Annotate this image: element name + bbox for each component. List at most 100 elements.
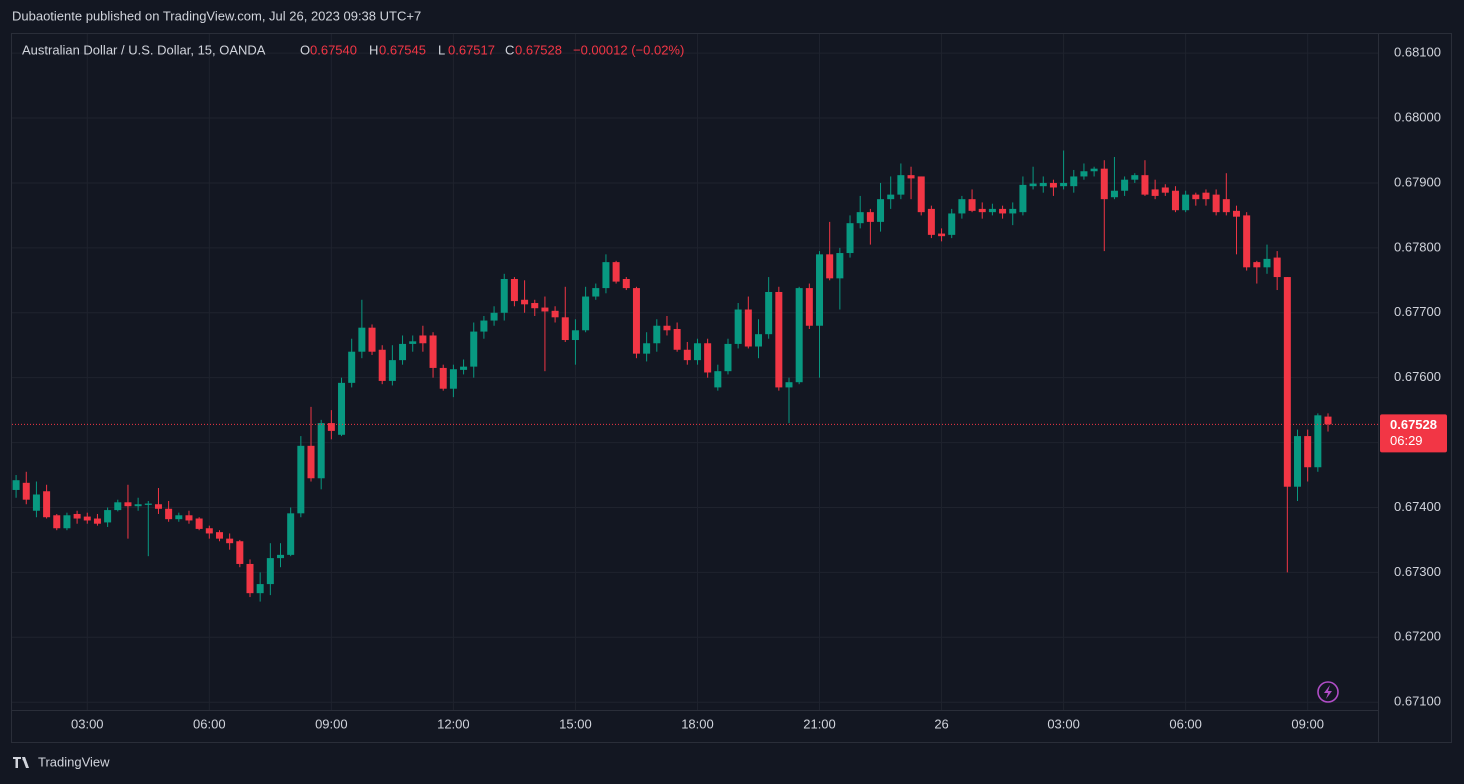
- candle-body: [1182, 194, 1190, 211]
- candle-body: [510, 279, 518, 302]
- candle-body: [704, 343, 712, 373]
- candle-body: [195, 518, 203, 529]
- candle-body: [480, 320, 488, 332]
- legend-key: H: [369, 42, 378, 57]
- y-tick-label: 0.67900: [1394, 174, 1441, 189]
- candle-body: [277, 554, 285, 559]
- candle-body: [1070, 176, 1078, 187]
- candle-body: [338, 382, 346, 435]
- candle-body: [765, 291, 773, 335]
- y-tick-label: 0.67400: [1394, 499, 1441, 514]
- last-price-badge: [1380, 414, 1447, 453]
- candle-body: [1192, 194, 1200, 200]
- x-tick-label: 09:00: [1291, 716, 1324, 731]
- x-tick-label: 26: [934, 716, 948, 731]
- candle-body: [266, 558, 274, 585]
- candle-body: [1161, 187, 1169, 193]
- x-tick-label: 03:00: [71, 716, 104, 731]
- candle-body: [1283, 277, 1291, 487]
- candle-body: [785, 382, 793, 388]
- candle-body: [673, 328, 681, 350]
- legend-key: C: [505, 42, 514, 57]
- y-tick-label: 0.67300: [1394, 564, 1441, 579]
- x-tick-label: 09:00: [315, 716, 348, 731]
- candle-body: [734, 309, 742, 344]
- candle-body: [1090, 168, 1098, 172]
- candle-body: [12, 480, 20, 490]
- candle-body: [419, 335, 427, 344]
- x-tick-label: 12:00: [437, 716, 470, 731]
- candle-body: [256, 584, 264, 594]
- y-tick-label: 0.67200: [1394, 629, 1441, 644]
- candle-body: [1232, 210, 1240, 217]
- candle-body: [805, 288, 813, 326]
- candle-body: [836, 253, 844, 279]
- footer-brand: TradingView: [38, 754, 110, 769]
- candle-body: [1314, 415, 1322, 468]
- candle-body: [775, 291, 783, 388]
- candle-body: [948, 213, 956, 235]
- candle-body: [1273, 257, 1281, 278]
- y-tick-label: 0.68000: [1394, 109, 1441, 124]
- candle-body: [999, 208, 1007, 214]
- candle-body: [1263, 258, 1271, 268]
- candle-body: [83, 516, 91, 521]
- candle-body: [1121, 179, 1129, 191]
- candle-body: [1100, 168, 1108, 200]
- candle-body: [154, 504, 162, 509]
- countdown-label: 06:29: [1390, 433, 1423, 448]
- lightning-icon[interactable]: [1317, 681, 1339, 703]
- candle-body: [53, 515, 61, 529]
- candle-body: [968, 199, 976, 211]
- candle-body: [1202, 192, 1210, 200]
- candle-body: [490, 312, 498, 321]
- candle-body: [602, 262, 610, 289]
- candle-body: [22, 482, 30, 500]
- candle-body: [1039, 182, 1047, 187]
- candle-body: [226, 538, 234, 544]
- x-tick-label: 06:00: [1169, 716, 1202, 731]
- x-tick-label: 06:00: [193, 716, 226, 731]
- candle-body: [470, 331, 478, 367]
- x-tick-label: 18:00: [681, 716, 714, 731]
- candle-body: [988, 208, 996, 213]
- candle-body: [378, 349, 386, 381]
- candle-body: [978, 208, 986, 213]
- candle-body: [846, 223, 854, 254]
- candle-body: [358, 327, 366, 352]
- candle-body: [826, 254, 834, 279]
- candle-body: [368, 327, 376, 352]
- candle-body: [429, 335, 437, 368]
- y-tick-label: 0.67800: [1394, 239, 1441, 254]
- candle-body: [124, 502, 132, 507]
- candle-body: [460, 366, 468, 370]
- candle-body: [43, 491, 51, 518]
- candle-body: [1131, 175, 1139, 180]
- candle-body: [1080, 171, 1088, 177]
- candle-body: [571, 330, 579, 341]
- candle-body: [683, 349, 691, 361]
- labels: O 0.67540 H 0.67545 L 0.67517 C 0.67528 −0.00012…: [71, 42, 1447, 731]
- x-tick-label: 15:00: [559, 716, 592, 731]
- candle-body: [561, 317, 569, 341]
- candle-body: [551, 310, 559, 318]
- candle-body: [663, 325, 671, 331]
- candle-body: [185, 515, 193, 521]
- candle-body: [297, 445, 305, 514]
- candle-body: [521, 299, 529, 305]
- candle-body: [1141, 175, 1149, 195]
- candle-body: [795, 288, 803, 383]
- candle-body: [399, 343, 407, 361]
- legend-value: 0.67545: [379, 42, 426, 57]
- candle-body: [1253, 262, 1261, 268]
- candle-body: [1222, 199, 1230, 213]
- candle-body: [1029, 183, 1037, 187]
- candle-body: [917, 176, 925, 213]
- candle-body: [215, 532, 223, 539]
- candle-body: [388, 360, 396, 381]
- candle-body: [287, 513, 295, 555]
- candle-body: [175, 515, 183, 520]
- candle-body: [1009, 208, 1017, 214]
- candle-body: [714, 371, 722, 388]
